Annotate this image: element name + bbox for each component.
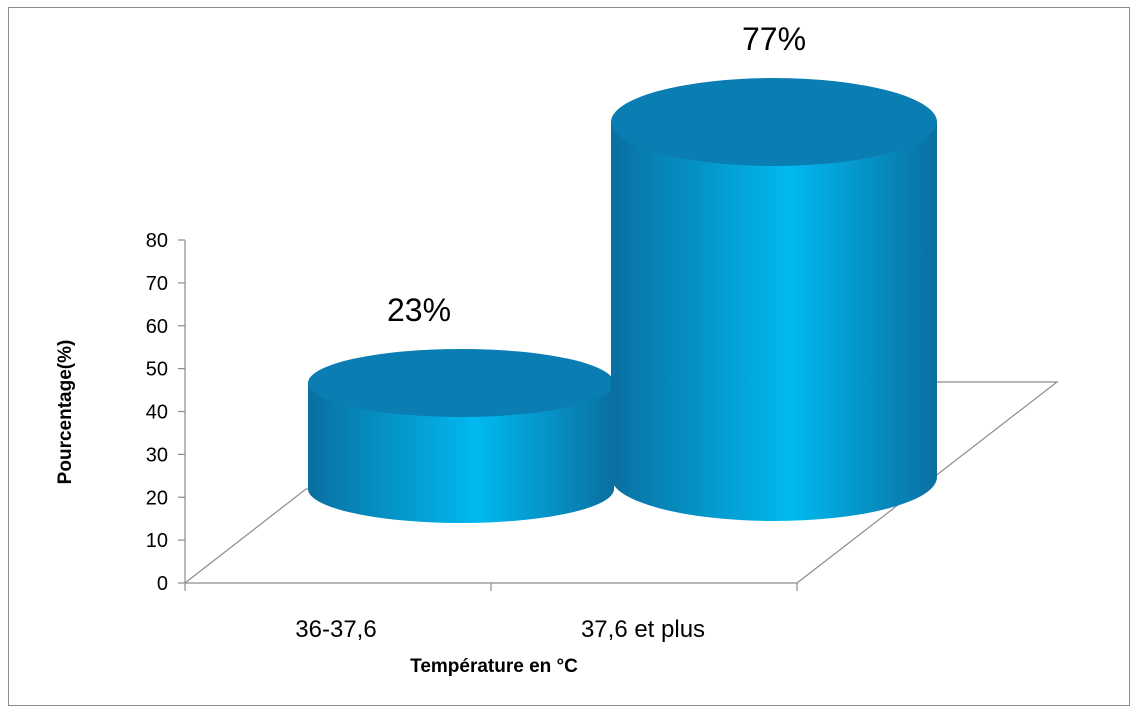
y-tick-label: 0 (157, 573, 168, 595)
x-tick-label-0: 36-37,6 (295, 616, 376, 643)
y-tick-label: 30 (146, 444, 168, 466)
bar-0-body (308, 382, 614, 523)
x-axis: 36-37,6 37,6 et plus (184, 583, 798, 643)
y-axis-title: Pourcentage(%) (55, 340, 76, 485)
data-label-1: 77% (742, 21, 806, 57)
data-label-0: 23% (387, 292, 451, 328)
bar-1-top (611, 78, 937, 167)
y-tick-label: 40 (146, 402, 168, 424)
y-tick-label: 60 (146, 316, 168, 338)
chart-frame (8, 7, 1130, 706)
y-tick-label: 50 (146, 359, 168, 381)
y-tick-label: 80 (146, 230, 168, 252)
y-tick-label: 10 (146, 530, 168, 552)
y-tick-label: 70 (146, 273, 168, 295)
x-axis-title: Température en °C (410, 656, 578, 677)
bar-0-top (308, 348, 614, 417)
y-axis: 0 10 20 30 40 50 60 70 80 (146, 230, 186, 595)
y-tick-label: 20 (146, 487, 168, 509)
x-tick-label-1: 37,6 et plus (581, 616, 705, 643)
bar-1-body (611, 122, 937, 521)
